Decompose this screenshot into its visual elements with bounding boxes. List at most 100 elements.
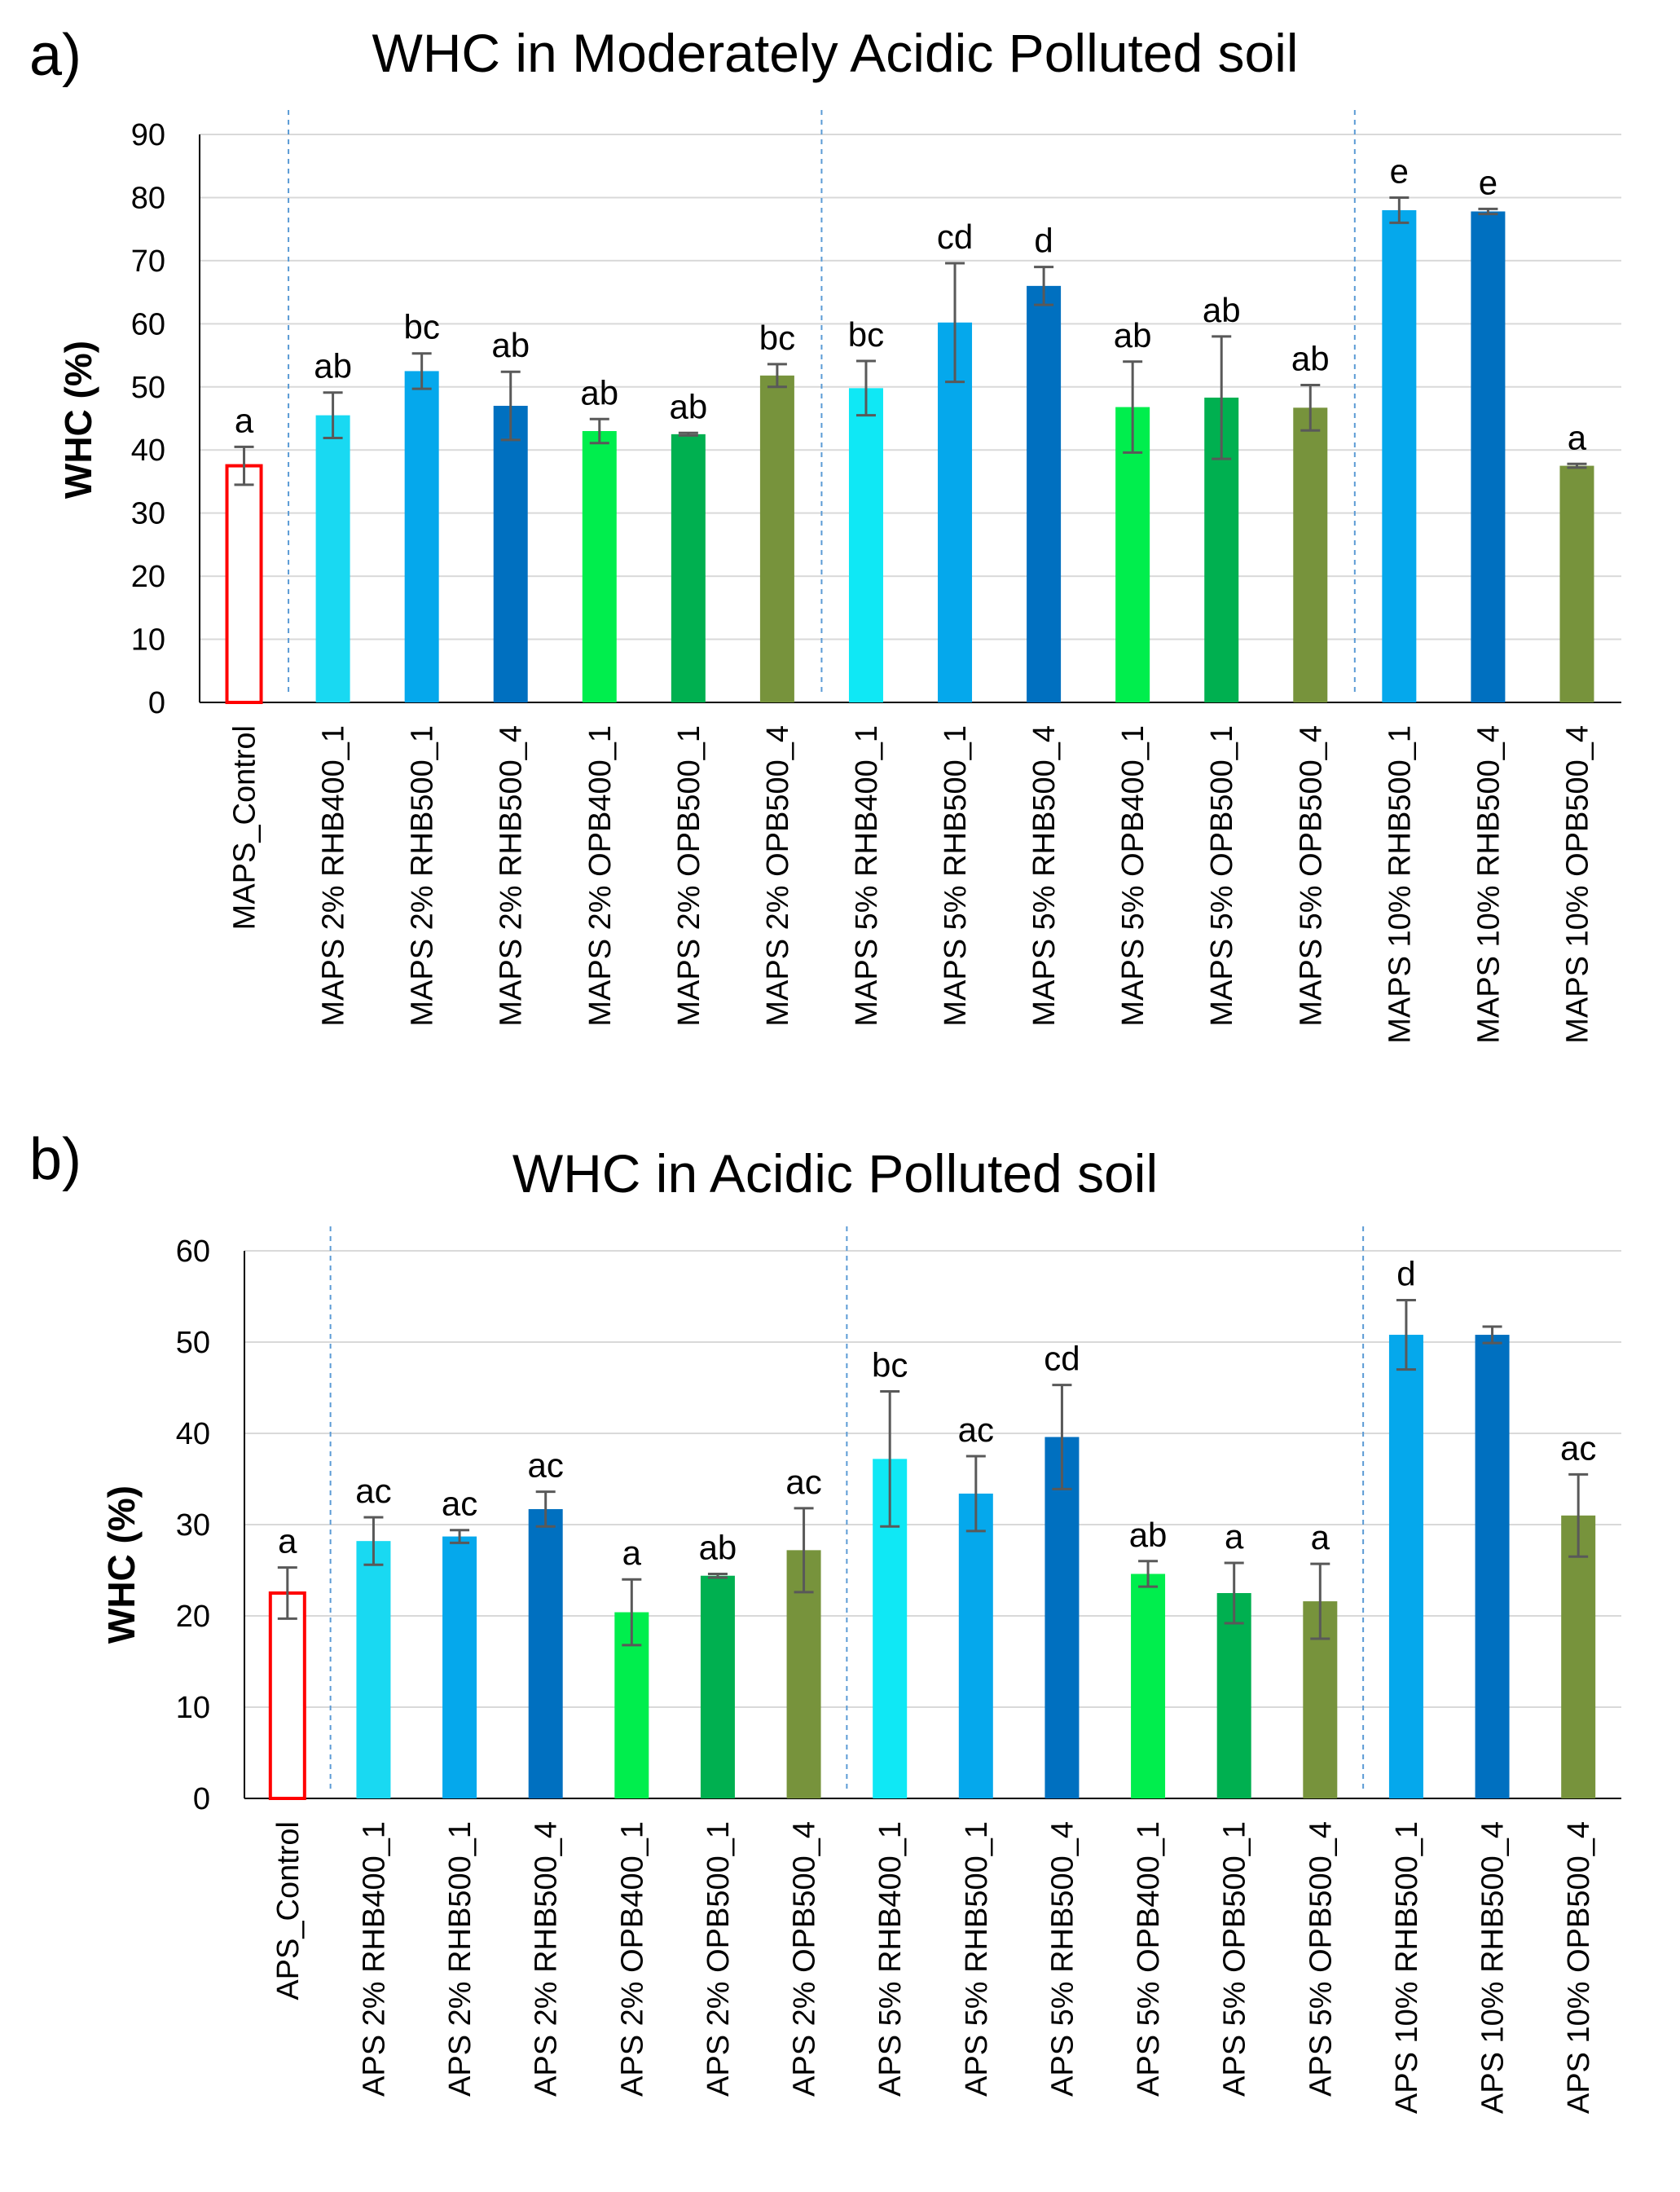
sig-letter-a: bc bbox=[848, 315, 884, 354]
sig-letter-b: ab bbox=[699, 1528, 737, 1566]
x-category-label-a: MAPS 5% OPB500_4 bbox=[1294, 725, 1328, 1027]
chart-a-svg: a) WHC in Moderately Acidic Polluted soi… bbox=[29, 23, 1621, 1044]
bar-a bbox=[671, 434, 706, 702]
y-tick-label-b: 30 bbox=[176, 1508, 210, 1543]
y-tick-label-a: 90 bbox=[131, 118, 165, 152]
sig-letter-a: bc bbox=[759, 319, 795, 357]
bar-a bbox=[1559, 465, 1594, 702]
bar-b bbox=[268, 1591, 306, 1800]
sig-letter-b: ac bbox=[442, 1485, 477, 1523]
bar-b bbox=[356, 1541, 391, 1798]
x-category-label-b: APS 10% OPB500_4 bbox=[1562, 1821, 1596, 2114]
bar-b bbox=[700, 1575, 735, 1798]
panel-label-b: b) bbox=[29, 1127, 81, 1192]
x-category-label-a: MAPS 10% OPB500_4 bbox=[1560, 725, 1594, 1044]
bar-a bbox=[225, 464, 263, 704]
bar-a bbox=[759, 375, 794, 702]
y-tick-label-a: 30 bbox=[131, 497, 165, 531]
bar-a bbox=[404, 371, 439, 702]
sig-letter-b: bc bbox=[872, 1345, 908, 1384]
sig-letter-a: ab bbox=[669, 387, 707, 425]
bar-a bbox=[1382, 209, 1417, 702]
sig-letter-a: a bbox=[235, 401, 254, 439]
x-category-label-a: MAPS 2% RHB400_1 bbox=[317, 725, 351, 1027]
y-tick-label-a: 0 bbox=[148, 686, 165, 720]
y-tick-label-a: 80 bbox=[131, 181, 165, 215]
y-tick-label-b: 10 bbox=[176, 1691, 210, 1725]
x-category-label-b: APS 2% RHB500_4 bbox=[530, 1821, 564, 2097]
y-tick-label-a: 50 bbox=[131, 371, 165, 405]
sig-letter-a: a bbox=[1568, 418, 1587, 456]
sig-letter-b: ac bbox=[958, 1411, 994, 1449]
y-tick-label-a: 40 bbox=[131, 434, 165, 468]
x-category-label-a: MAPS 10% RHB500_1 bbox=[1383, 725, 1417, 1044]
x-category-label-a: MAPS 5% OPB500_1 bbox=[1205, 725, 1239, 1027]
bar-b bbox=[1561, 1515, 1596, 1798]
sig-letter-b: ac bbox=[355, 1472, 391, 1510]
y-tick-label-a: 60 bbox=[131, 307, 165, 341]
x-category-label-a: MAPS 5% OPB400_1 bbox=[1116, 725, 1150, 1027]
y-axis-label-a: WHC (%) bbox=[57, 341, 99, 499]
sig-letter-b: ac bbox=[1560, 1428, 1596, 1467]
bar-b bbox=[442, 1536, 477, 1798]
bar-a bbox=[493, 406, 528, 702]
x-category-label-b: APS 2% OPB500_4 bbox=[788, 1821, 822, 2097]
sig-letter-b: a bbox=[1311, 1518, 1330, 1556]
sig-letter-b: ab bbox=[1129, 1516, 1168, 1554]
bar-a bbox=[1471, 211, 1506, 703]
x-category-label-a: MAPS 2% OPB400_1 bbox=[583, 725, 618, 1027]
x-category-label-b: APS 5% OPB500_4 bbox=[1304, 1821, 1338, 2097]
x-category-label-b: APS 10% RHB500_1 bbox=[1390, 1821, 1424, 2114]
bar-a bbox=[1027, 285, 1062, 702]
panel-label-a: a) bbox=[29, 23, 81, 88]
sig-letter-b: a bbox=[622, 1534, 642, 1572]
y-axis-label-b: WHC (%) bbox=[100, 1486, 143, 1644]
bar-a bbox=[1293, 407, 1328, 702]
sig-letter-b: d bbox=[1396, 1254, 1415, 1292]
x-category-label-b: APS 5% RHB400_1 bbox=[873, 1821, 908, 2097]
bar-a bbox=[315, 415, 350, 702]
bar-a bbox=[582, 430, 617, 702]
bar-b bbox=[1131, 1574, 1166, 1798]
bar-b bbox=[1216, 1593, 1251, 1798]
sig-letter-a: d bbox=[1034, 222, 1053, 260]
x-category-label-b: APS 5% OPB400_1 bbox=[1132, 1821, 1166, 2097]
x-category-label-a: MAPS 10% RHB500_4 bbox=[1471, 725, 1506, 1044]
x-category-label-b: APS 5% RHB500_1 bbox=[960, 1821, 994, 2097]
sig-letter-a: ab bbox=[491, 326, 530, 364]
sig-letter-a: bc bbox=[403, 308, 439, 346]
x-category-label-b: APS 2% OPB500_1 bbox=[701, 1821, 736, 2097]
sig-letter-a: e bbox=[1479, 163, 1497, 201]
sig-letter-b: a bbox=[278, 1522, 297, 1560]
bar-b bbox=[1045, 1437, 1080, 1798]
sig-letter-a: ab bbox=[1291, 339, 1330, 377]
sig-letter-a: ab bbox=[580, 373, 618, 412]
chart-b-svg: b) WHC in Acidic Polluted soil WHC (%) 0… bbox=[29, 1127, 1621, 2114]
sig-letter-a: ab bbox=[1203, 291, 1241, 329]
x-category-label-a: MAPS 5% RHB400_1 bbox=[850, 725, 884, 1027]
chart-panel-a: a) WHC in Moderately Acidic Polluted soi… bbox=[29, 23, 1621, 1044]
x-category-label-a: MAPS 2% RHB500_4 bbox=[495, 725, 529, 1027]
x-category-label-b: APS 2% RHB500_1 bbox=[443, 1821, 477, 2097]
plot-area-a: 0 10 20 30 40 50 60 70 80 90 a MAPS_Control ab MAPS 2… bbox=[131, 110, 1621, 1044]
sig-letter-b: a bbox=[1225, 1517, 1244, 1556]
bar-b bbox=[1388, 1335, 1423, 1798]
x-category-label-a: MAPS 2% OPB500_4 bbox=[761, 725, 795, 1027]
chart-title-b: WHC in Acidic Polluted soil bbox=[512, 1143, 1158, 1204]
x-category-label-b: APS 5% RHB500_4 bbox=[1045, 1821, 1080, 2097]
plot-area-b: 0 10 20 30 40 50 60 a APS_Control ac APS 2% RHB400… bbox=[176, 1226, 1621, 2114]
sig-letter-a: cd bbox=[937, 218, 973, 256]
x-category-label-b: APS 5% OPB500_1 bbox=[1218, 1821, 1252, 2097]
y-tick-label-b: 40 bbox=[176, 1417, 210, 1451]
chart-panel-b: b) WHC in Acidic Polluted soil WHC (%) 0… bbox=[0, 1096, 1680, 2192]
y-tick-label-a: 10 bbox=[131, 623, 165, 658]
x-category-label-b: APS 2% RHB400_1 bbox=[357, 1821, 391, 2097]
x-category-label-b: APS_Control bbox=[271, 1821, 306, 2001]
bar-a bbox=[848, 388, 883, 702]
bar-a bbox=[1115, 407, 1150, 702]
y-tick-label-b: 0 bbox=[193, 1782, 210, 1816]
sig-letter-b: ac bbox=[528, 1446, 564, 1485]
bar-b bbox=[528, 1508, 563, 1798]
y-tick-label-b: 20 bbox=[176, 1600, 210, 1634]
sig-letter-a: e bbox=[1390, 152, 1409, 190]
